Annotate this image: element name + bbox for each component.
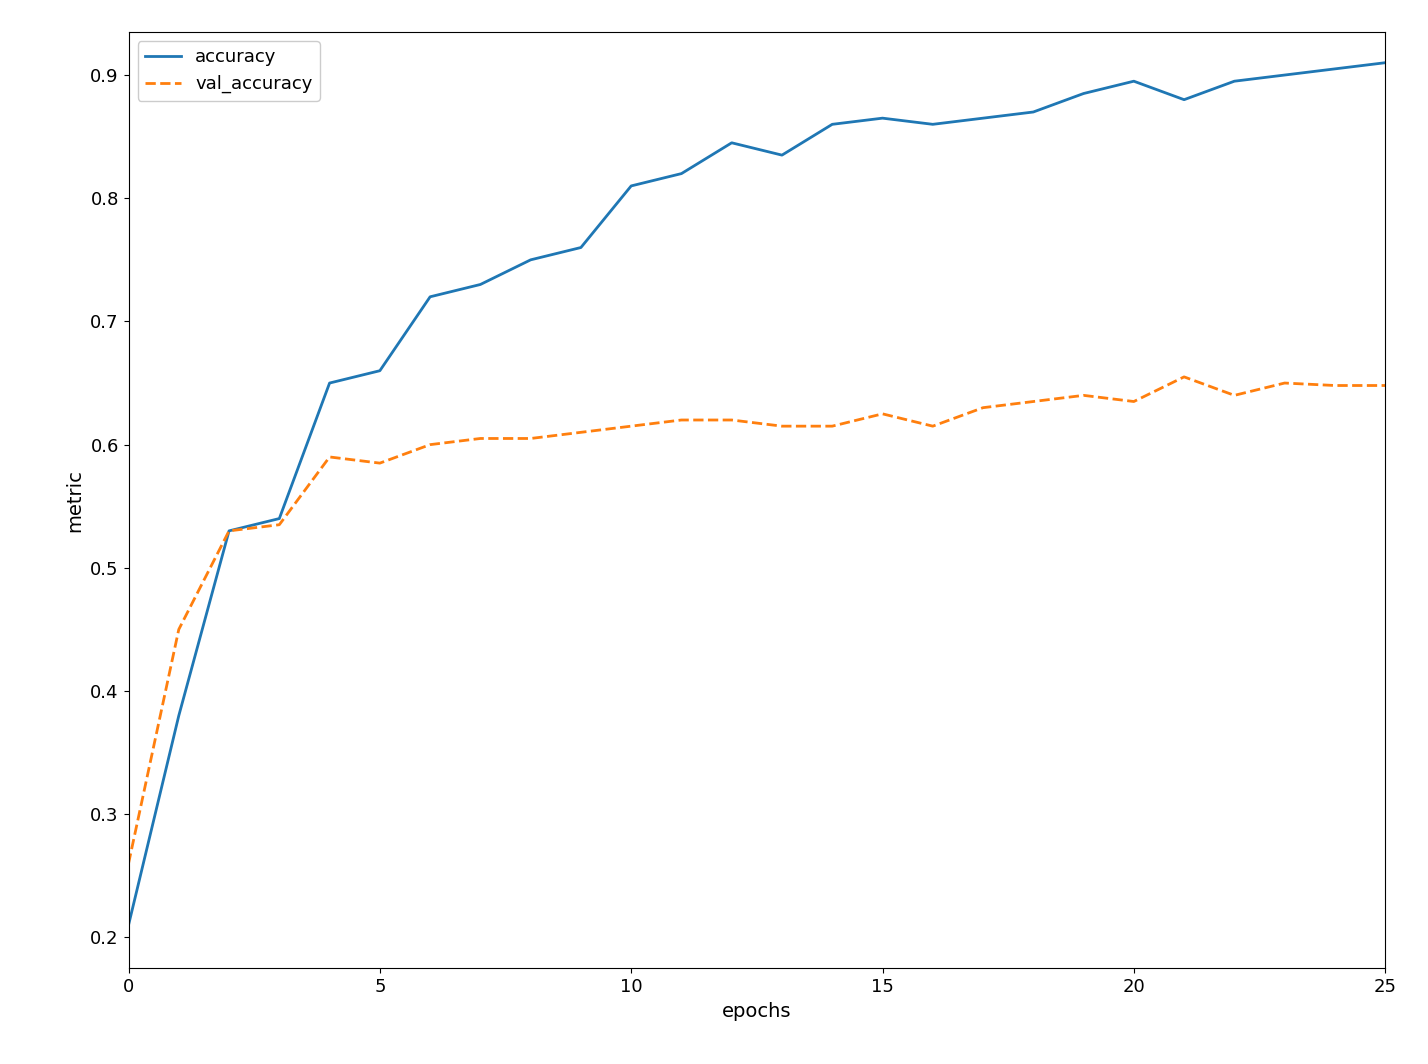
val_accuracy xyxy=(321,450,338,463)
val_accuracy xyxy=(1277,377,1294,389)
X-axis label: epochs: epochs xyxy=(723,1001,791,1020)
val_accuracy xyxy=(523,432,540,445)
val_accuracy xyxy=(824,420,841,433)
accuracy xyxy=(1327,63,1344,76)
accuracy xyxy=(523,253,540,266)
val_accuracy xyxy=(271,518,288,531)
Line: val_accuracy: val_accuracy xyxy=(129,377,1385,864)
val_accuracy xyxy=(1327,379,1344,392)
accuracy xyxy=(723,136,740,149)
accuracy xyxy=(321,377,338,389)
val_accuracy xyxy=(1125,395,1142,408)
accuracy xyxy=(471,278,488,290)
accuracy xyxy=(371,364,388,377)
accuracy xyxy=(1175,94,1192,106)
accuracy xyxy=(1025,105,1042,118)
accuracy xyxy=(1225,74,1242,87)
val_accuracy xyxy=(673,414,690,427)
accuracy xyxy=(421,290,438,303)
val_accuracy xyxy=(723,414,740,427)
accuracy xyxy=(120,918,137,931)
val_accuracy xyxy=(421,438,438,451)
val_accuracy xyxy=(1225,389,1242,402)
val_accuracy xyxy=(974,401,991,414)
accuracy xyxy=(1075,87,1092,100)
val_accuracy xyxy=(1075,389,1092,402)
val_accuracy xyxy=(1025,395,1042,408)
accuracy xyxy=(974,112,991,124)
val_accuracy xyxy=(170,624,187,636)
val_accuracy xyxy=(874,408,891,420)
accuracy xyxy=(1277,69,1294,82)
accuracy xyxy=(573,242,590,254)
Legend: accuracy, val_accuracy: accuracy, val_accuracy xyxy=(137,40,320,101)
val_accuracy xyxy=(573,426,590,438)
accuracy xyxy=(220,525,237,537)
val_accuracy xyxy=(371,456,388,469)
accuracy xyxy=(623,180,640,193)
accuracy xyxy=(1377,56,1394,69)
accuracy xyxy=(170,710,187,722)
val_accuracy xyxy=(1175,370,1192,383)
accuracy xyxy=(824,118,841,131)
val_accuracy xyxy=(623,420,640,433)
Y-axis label: metric: metric xyxy=(66,468,84,532)
accuracy xyxy=(924,118,941,131)
val_accuracy xyxy=(1377,379,1394,392)
val_accuracy xyxy=(924,420,941,433)
accuracy xyxy=(874,112,891,124)
accuracy xyxy=(271,512,288,525)
val_accuracy xyxy=(774,420,791,433)
Line: accuracy: accuracy xyxy=(129,63,1385,925)
accuracy xyxy=(774,149,791,162)
val_accuracy xyxy=(120,858,137,870)
val_accuracy xyxy=(471,432,488,445)
accuracy xyxy=(1125,74,1142,87)
accuracy xyxy=(673,167,690,180)
val_accuracy xyxy=(220,525,237,537)
